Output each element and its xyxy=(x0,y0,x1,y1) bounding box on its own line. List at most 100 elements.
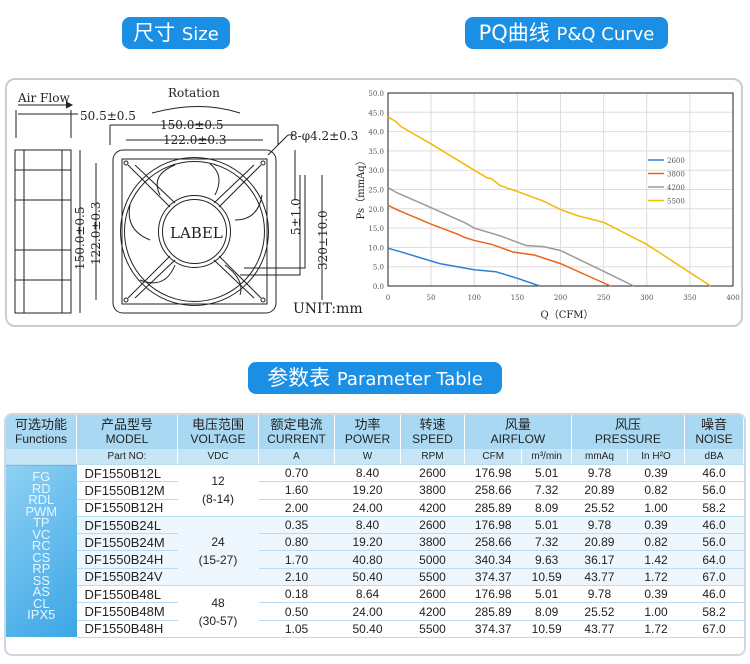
model-cell: DF1550B24V xyxy=(76,568,178,587)
table-title-cn: 参数表 xyxy=(267,366,331,390)
dimension-drawing: Air Flow Rotation 50.5±0.5 150.0±0.5 122… xyxy=(14,86,363,317)
function-item: RC xyxy=(31,538,51,553)
value-cell: 0.39 xyxy=(627,464,685,483)
y-axis-label: Ps（mmAq） xyxy=(355,155,367,219)
unit-cell: A xyxy=(258,449,335,465)
value-cell: 176.98 xyxy=(464,464,522,483)
value-cell: 46.0 xyxy=(684,585,744,604)
value-cell: 1.05 xyxy=(258,620,335,638)
value-cell: 4200 xyxy=(400,499,465,517)
x-tick-label: 200 xyxy=(554,294,567,302)
unit-cell: VDC xyxy=(177,449,259,465)
header-en: MODEL xyxy=(105,432,149,446)
column-header: 风压 PRESSURE xyxy=(571,415,686,449)
header-en: POWER xyxy=(344,432,391,446)
value-cell: 46.0 xyxy=(684,516,744,535)
legend-label-5500: 5500 xyxy=(667,198,685,206)
depth-dimension: 50.5±0.5 xyxy=(80,109,136,123)
series-line-4200 xyxy=(387,186,635,287)
column-header: 可选功能 Functions xyxy=(6,415,77,449)
y-tick-label: 25.0 xyxy=(368,187,384,195)
value-cell: 0.82 xyxy=(627,481,685,500)
y-tick-label: 15.0 xyxy=(368,225,384,233)
header-cn: 转速 xyxy=(419,417,446,432)
value-cell: 20.89 xyxy=(571,533,628,552)
header-en: CURRENT xyxy=(267,432,326,446)
series-line-5500 xyxy=(387,116,711,287)
column-header: 噪音 NOISE xyxy=(684,415,744,449)
value-cell: 19.20 xyxy=(334,533,401,552)
value-cell: 5000 xyxy=(400,550,465,569)
value-cell: 0.35 xyxy=(258,516,335,535)
value-cell: 3800 xyxy=(400,481,465,500)
function-item: CS xyxy=(32,549,51,565)
function-item: RDL xyxy=(28,492,55,507)
height-outer-dimension: 150.0±0.5 xyxy=(73,207,87,271)
value-cell: 7.32 xyxy=(521,533,572,552)
function-item: FG xyxy=(32,469,51,484)
function-item: PWM xyxy=(25,503,58,519)
model-cell: DF1550B24M xyxy=(76,533,178,552)
legend-label-2600: 2600 xyxy=(667,157,685,165)
column-header: 额定电流 CURRENT xyxy=(258,415,335,449)
column-header: 产品型号 MODEL xyxy=(76,415,178,449)
value-cell: 9.78 xyxy=(571,516,628,535)
value-cell: 0.70 xyxy=(258,464,335,483)
value-cell: 176.98 xyxy=(464,585,522,604)
value-cell: 67.0 xyxy=(684,620,744,638)
x-tick-label: 300 xyxy=(640,294,653,302)
voltage-nominal: 12 xyxy=(211,474,225,489)
y-tick-label: 5.0 xyxy=(373,264,384,272)
value-cell: 8.09 xyxy=(521,499,572,517)
value-cell: 58.2 xyxy=(684,499,744,517)
parameter-table: 可选功能 Functions 产品型号 MODEL 电压范围 VOLTAGE 额定电流 CUR… xyxy=(4,413,746,656)
fan-label: LABEL xyxy=(170,224,223,242)
value-cell: 36.17 xyxy=(571,550,628,569)
column-header: 转速 SPEED xyxy=(400,415,465,449)
value-cell: 340.34 xyxy=(464,550,522,569)
value-cell: 5500 xyxy=(400,620,465,638)
x-tick-label: 350 xyxy=(683,294,696,302)
value-cell: 258.66 xyxy=(464,481,522,500)
value-cell: 8.40 xyxy=(334,516,401,535)
voltage-cell: 24 (15-27) xyxy=(177,516,259,587)
x-tick-label: 250 xyxy=(597,294,610,302)
function-item: TP xyxy=(32,515,50,530)
legend-label-3800: 3800 xyxy=(667,171,685,179)
model-cell: DF1550B48M xyxy=(76,602,178,621)
unit-label: UNIT:mm xyxy=(293,301,363,317)
table-row: DF1550B24L 24 (15-27) 0.35 8.40 2600 176.98 5.0… xyxy=(6,516,744,587)
column-header: 风量 AIRFLOW xyxy=(464,415,572,449)
value-cell: 43.77 xyxy=(571,620,628,638)
value-cell: 2600 xyxy=(400,464,465,483)
header-en: Functions xyxy=(14,432,68,446)
unit-cell: Part NO: xyxy=(76,449,178,465)
value-cell: 1.60 xyxy=(258,481,335,500)
value-cell: 10.59 xyxy=(521,568,572,587)
y-tick-label: 20.0 xyxy=(368,206,384,214)
model-cell: DF1550B48H xyxy=(76,620,178,638)
air-flow-label: Air Flow xyxy=(17,91,70,105)
function-item: RD xyxy=(31,480,51,496)
unit-cell xyxy=(6,449,77,465)
value-cell: 8.09 xyxy=(521,602,572,621)
pq-chart: 0 50 100 150 200 250 300 350 400 0.0 5.0 10.0 15.0 20… xyxy=(355,90,740,321)
voltage-range: (8-14) xyxy=(201,492,234,507)
value-cell: 0.39 xyxy=(627,585,685,604)
value-cell: 0.50 xyxy=(258,602,335,621)
value-cell: 1.72 xyxy=(627,568,685,587)
voltage-cell: 12 (8-14) xyxy=(177,464,259,517)
value-cell: 5500 xyxy=(400,568,465,587)
voltage-cell: 48 (30-57) xyxy=(177,585,259,638)
value-cell: 56.0 xyxy=(684,533,744,552)
table-title-en: Parameter Table xyxy=(336,369,483,390)
value-cell: 0.39 xyxy=(627,516,685,535)
value-cell: 9.78 xyxy=(571,464,628,483)
size-title: 尺寸 Size xyxy=(122,17,230,49)
table-row: FG RD RDL PWM TP VC RC CS RP SS AS CL IPX5 DF1550B12L… xyxy=(6,464,744,638)
header-cn: 产品型号 xyxy=(100,417,153,432)
value-cell: 58.2 xyxy=(684,602,744,621)
value-cell: 1.42 xyxy=(627,550,685,569)
value-cell: 8.40 xyxy=(334,464,401,483)
x-tick-label: 50 xyxy=(427,294,436,302)
